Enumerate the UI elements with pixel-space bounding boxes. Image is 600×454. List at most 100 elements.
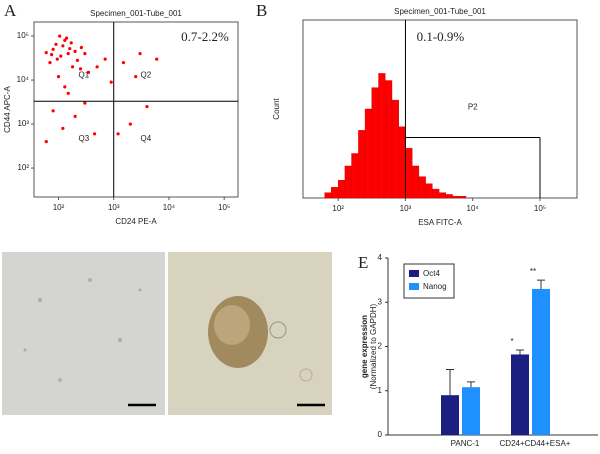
- x-tick-label: 10⁵: [534, 204, 546, 213]
- micrograph-d: [168, 252, 332, 415]
- x-tick-label: CD24+CD44+ESA+: [500, 439, 571, 448]
- y-tick-label: 0: [378, 430, 383, 439]
- x-tick-label: 10⁵: [218, 203, 230, 212]
- histogram-bar: [411, 165, 420, 199]
- scatter-point: [83, 51, 87, 56]
- significance-mark: *: [510, 337, 513, 346]
- x-tick-label: 10²: [53, 203, 65, 212]
- x-tick-label: 10³: [108, 203, 120, 212]
- scatter-point: [58, 34, 62, 38]
- significance-mark: **: [530, 267, 536, 276]
- y-tick-label: 1: [378, 386, 383, 395]
- scatter-point: [59, 54, 63, 58]
- quadrant-label: Q1: [79, 71, 90, 80]
- scatter-point: [83, 101, 87, 105]
- quadrant-label: Q2: [141, 71, 152, 80]
- legend-swatch: [409, 283, 419, 290]
- scatter-point: [61, 126, 65, 130]
- scatter-point: [134, 74, 138, 79]
- scatter-point: [66, 51, 70, 56]
- micrograph-c: [2, 252, 165, 415]
- histogram-bar: [331, 187, 339, 199]
- histogram-bar: [358, 130, 366, 199]
- histogram-bar: [432, 188, 440, 199]
- scatter-point: [51, 47, 55, 51]
- histogram-bar: [324, 192, 332, 199]
- panel-letter: B: [256, 1, 267, 20]
- scatter-point: [116, 132, 120, 136]
- y-tick-label: 10⁴: [17, 75, 30, 84]
- scatter-point: [138, 51, 142, 56]
- scatter-point: [44, 139, 48, 144]
- quadrant-label: Q3: [79, 134, 90, 143]
- histogram-bar: [445, 194, 453, 199]
- scatter-point: [50, 52, 54, 57]
- scatter-point: [73, 49, 77, 53]
- scatter-point: [145, 104, 149, 109]
- histogram-bar: [452, 196, 460, 199]
- y-tick-label: 10⁵: [17, 31, 29, 40]
- scatter-point: [68, 46, 72, 51]
- y-axis-label: (Normalized to GAPDH): [369, 303, 378, 389]
- histogram-bar: [459, 196, 467, 199]
- scatter-point: [103, 57, 107, 61]
- scatter-point: [78, 67, 83, 71]
- scatter-point: [61, 44, 65, 48]
- x-axis-label: ESA FITC-A: [418, 218, 462, 227]
- scatter-point: [63, 38, 67, 42]
- scatter-point: [92, 132, 97, 136]
- annotation: 0.1-0.9%: [417, 29, 465, 44]
- plot-frame: [33, 21, 239, 198]
- y-axis-label: Count: [272, 98, 281, 120]
- scatter-point: [79, 45, 84, 50]
- y-tick-label: 10²: [17, 163, 29, 172]
- bar: [462, 387, 480, 435]
- annotation: 0.7-2.2%: [181, 29, 229, 44]
- y-axis-label: CD44 APC-A: [3, 85, 12, 132]
- scatter-point: [63, 85, 67, 89]
- y-tick-label: 10³: [17, 119, 29, 128]
- scatter-point: [64, 36, 69, 40]
- scatter-point: [69, 41, 73, 45]
- panel-letter: A: [4, 1, 17, 20]
- legend-swatch: [409, 270, 419, 277]
- histogram-bar: [405, 147, 413, 199]
- histogram-bar: [418, 176, 426, 199]
- bar: [511, 354, 529, 435]
- x-tick-label: 10⁴: [467, 204, 480, 213]
- x-axis-label: CD24 PE-A: [115, 217, 157, 226]
- histogram-bar: [337, 179, 346, 199]
- scatter-point: [75, 58, 80, 63]
- scatter-point: [54, 42, 58, 46]
- x-tick-label: PANC-1: [451, 439, 480, 448]
- scatter-point: [51, 109, 55, 113]
- histogram-bar: [438, 192, 447, 199]
- bar: [441, 395, 459, 435]
- chart-title: Specimen_001-Tube_001: [394, 7, 486, 16]
- x-tick-label: 10³: [400, 204, 412, 213]
- scatter-point: [73, 114, 77, 118]
- panel-letter: E: [358, 253, 368, 272]
- histogram-bar: [391, 99, 399, 199]
- scatter-point: [95, 65, 99, 69]
- histogram-bar: [364, 108, 372, 199]
- plot-frame: [302, 19, 578, 199]
- x-tick-label: 10⁴: [163, 203, 176, 212]
- scatter-point: [109, 80, 113, 84]
- legend-box: [403, 263, 455, 299]
- scatter-point: [48, 60, 52, 65]
- histogram-bar: [425, 183, 433, 199]
- bar: [532, 288, 550, 435]
- scatter-point: [55, 57, 59, 61]
- histogram-bar: [371, 87, 379, 199]
- y-axis-label: gene expression: [360, 315, 369, 378]
- legend-label: Oct4: [423, 269, 440, 278]
- scatter-point: [86, 70, 91, 74]
- histogram-bar: [385, 80, 393, 199]
- gate-label: P2: [468, 103, 478, 112]
- histogram-bar: [344, 165, 352, 199]
- scatter-point: [121, 60, 126, 65]
- histogram-bar: [398, 126, 406, 199]
- scatter-point: [56, 74, 61, 79]
